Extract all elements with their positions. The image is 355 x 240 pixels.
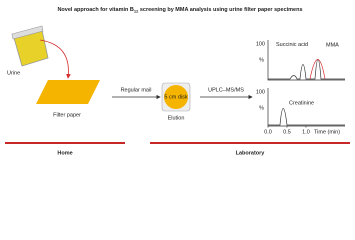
title: Novel approach for vitamin B12 screening… [57,7,302,13]
chromatograms [267,40,345,128]
title-end: screening by MMA analysis using urine fi… [138,7,302,13]
title-subscript: 12 [134,9,139,14]
x-tick: 0.5 [283,129,291,135]
elution-label: Elution [168,115,185,121]
home-label: Home [57,150,72,156]
succinic-text: Succinic acid [276,42,308,48]
urine-cup [11,25,49,67]
x-label: Time (min) [314,129,340,135]
disk-label: 5 cm disk [164,94,187,100]
graphical-abstract: Novel approach for vitamin B12 screening… [5,7,350,156]
y-top: 100 [256,41,265,47]
mma-label: MMA [326,42,339,48]
y-top: 100 [256,89,265,95]
x-tick: 0.0 [264,129,272,135]
pour-arrow [39,39,71,79]
mail-label: Regular mail [121,87,152,93]
disk [164,85,188,109]
lab-label: Laboratory [236,150,266,156]
succinic-label: Succinic acid [276,42,308,48]
x-tick: 1.0 [302,129,310,135]
y-label: % [259,105,264,111]
title-start: Novel approach for vitamin B [57,7,133,13]
y-label: % [259,57,264,63]
method-label: UPLC–MS/MS [208,87,244,93]
filter-paper-label: Filter paper [53,112,81,118]
urine-label: Urine [7,70,20,76]
creatinine-label: Creatinine [289,100,314,106]
filter-paper [36,80,100,104]
